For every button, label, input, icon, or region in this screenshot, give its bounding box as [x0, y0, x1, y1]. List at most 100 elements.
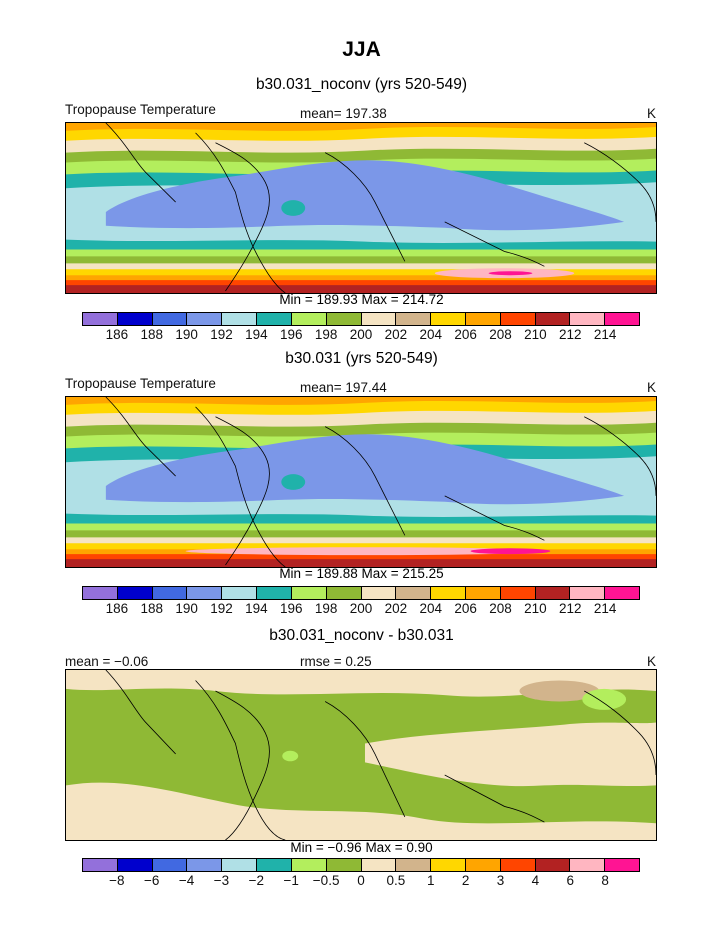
colorbar-swatch — [290, 859, 326, 871]
colorbar-tick-label: 200 — [349, 601, 373, 616]
colorbar-swatch — [604, 859, 639, 871]
colorbar-tick-label: 190 — [175, 327, 198, 342]
colorbar-tick-label: 202 — [384, 327, 408, 342]
colorbar-swatch — [499, 859, 535, 871]
colorbar-swatch — [83, 313, 117, 325]
band-south-8 — [66, 285, 656, 293]
colorbar-swatch — [256, 859, 291, 871]
panel-2-contour-plot — [66, 397, 656, 567]
panel-1-mean-value: 197.38 — [345, 106, 387, 121]
colorbar-tick-label: −4 — [178, 873, 195, 888]
colorbar-swatch — [464, 313, 500, 325]
colorbar-tick-label: 186 — [105, 601, 129, 616]
colorbar-tick-label: 188 — [140, 601, 164, 616]
panel-3-contour-plot — [66, 670, 656, 840]
minimum-region — [105, 160, 625, 231]
panel-2-colorbar — [82, 586, 640, 600]
colorbar-swatch — [534, 587, 570, 599]
colorbar-swatch — [221, 859, 257, 871]
colorbar-swatch — [430, 587, 465, 599]
colorbar-swatch — [569, 313, 605, 325]
colorbar-tick-label: 204 — [419, 601, 443, 616]
panel-2-map — [65, 396, 657, 568]
minimum-region — [105, 434, 625, 505]
coastlines — [105, 670, 656, 840]
colorbar-swatch — [464, 859, 500, 871]
colorbar-tick-label: 196 — [279, 327, 303, 342]
colorbar-swatch — [430, 859, 465, 871]
colorbar-tick-label: 208 — [489, 601, 512, 616]
colorbar-swatch — [151, 313, 187, 325]
panel-2-mean: mean= 197.44 — [300, 380, 387, 395]
core-minimum — [281, 474, 306, 490]
colorbar-tick-label: 206 — [454, 327, 477, 342]
diff-light-1 — [582, 688, 627, 710]
diff-neutral-south — [66, 782, 656, 840]
colorbar-tick-label: −1 — [283, 873, 299, 888]
colorbar-tick-label: 198 — [314, 601, 338, 616]
panel-3-mean: mean = −0.06 — [65, 654, 149, 669]
colorbar-tick-label: 4 — [531, 873, 540, 888]
colorbar-swatch — [360, 859, 396, 871]
panel-2-stats: Min = 189.88 Max = 215.25 — [279, 566, 444, 581]
panel-1-stats: Min = 189.93 Max = 214.72 — [279, 292, 444, 307]
colorbar-swatch — [151, 859, 187, 871]
colorbar-tick-label: 8 — [601, 873, 609, 888]
colorbar-tick-label: −8 — [109, 873, 125, 888]
panel-1-map — [65, 122, 657, 294]
colorbar-tick-label: 194 — [245, 601, 268, 616]
panel-3-map — [65, 669, 657, 841]
colorbar-tick-label: 206 — [454, 601, 477, 616]
colorbar-swatch — [186, 587, 222, 599]
coastlines — [105, 123, 656, 293]
colorbar-tick-label: 3 — [496, 873, 505, 888]
south-max-region — [185, 547, 545, 556]
panel-3-colorbar — [82, 858, 640, 872]
colorbar-swatch — [569, 859, 605, 871]
colorbar-swatch — [430, 313, 465, 325]
panel-1-mean: mean= 197.38 — [300, 106, 387, 121]
panel-1-units: K — [647, 106, 657, 121]
colorbar-tick-label: −3 — [213, 873, 230, 888]
panel-2-variable-label: Tropopause Temperature — [65, 376, 216, 391]
diff-neutral-band — [364, 722, 656, 787]
panel-3-units: K — [647, 654, 657, 669]
colorbar-tick-label: 192 — [210, 601, 233, 616]
panel-2-mean-label: mean= — [300, 380, 342, 395]
colorbar-swatch — [83, 587, 117, 599]
colorbar-swatch — [256, 587, 291, 599]
colorbar-swatch — [325, 313, 361, 325]
colorbar-tick-label: 188 — [140, 327, 164, 342]
colorbar-swatch — [221, 587, 257, 599]
colorbar-tick-label: 6 — [566, 873, 575, 888]
panel-1-mean-label: mean= — [300, 106, 342, 121]
colorbar-tick-label: 190 — [175, 601, 198, 616]
colorbar-swatch — [290, 313, 326, 325]
colorbar-swatch — [290, 587, 326, 599]
colorbar-swatch — [499, 313, 535, 325]
colorbar-swatch — [116, 313, 152, 325]
colorbar-tick-label: 212 — [558, 327, 582, 342]
band-south-8 — [66, 559, 656, 567]
panel-1-title: b30.031_noconv (yrs 520-549) — [255, 76, 468, 93]
colorbar-swatch — [151, 587, 187, 599]
colorbar-tick-label: 200 — [349, 327, 373, 342]
diff-light-2 — [282, 750, 299, 762]
panel-2-units: K — [647, 380, 657, 395]
colorbar-tick-label: 208 — [489, 327, 512, 342]
colorbar-swatch — [325, 587, 361, 599]
colorbar-tick-label: 210 — [524, 327, 547, 342]
colorbar-tick-label: −0.5 — [312, 873, 340, 888]
colorbar-swatch — [116, 859, 152, 871]
colorbar-tick-label: 202 — [384, 601, 408, 616]
diff-neutral-north — [66, 670, 656, 697]
colorbar-tick-label: 212 — [558, 601, 582, 616]
colorbar-swatch — [395, 587, 431, 599]
colorbar-tick-label: −6 — [144, 873, 160, 888]
colorbar-tick-label: 214 — [593, 327, 617, 342]
coastlines — [105, 397, 656, 567]
colorbar-swatch — [360, 587, 396, 599]
colorbar-swatch — [256, 313, 291, 325]
colorbar-tick-label: 196 — [279, 601, 303, 616]
panel-1-contour-plot — [66, 123, 656, 293]
